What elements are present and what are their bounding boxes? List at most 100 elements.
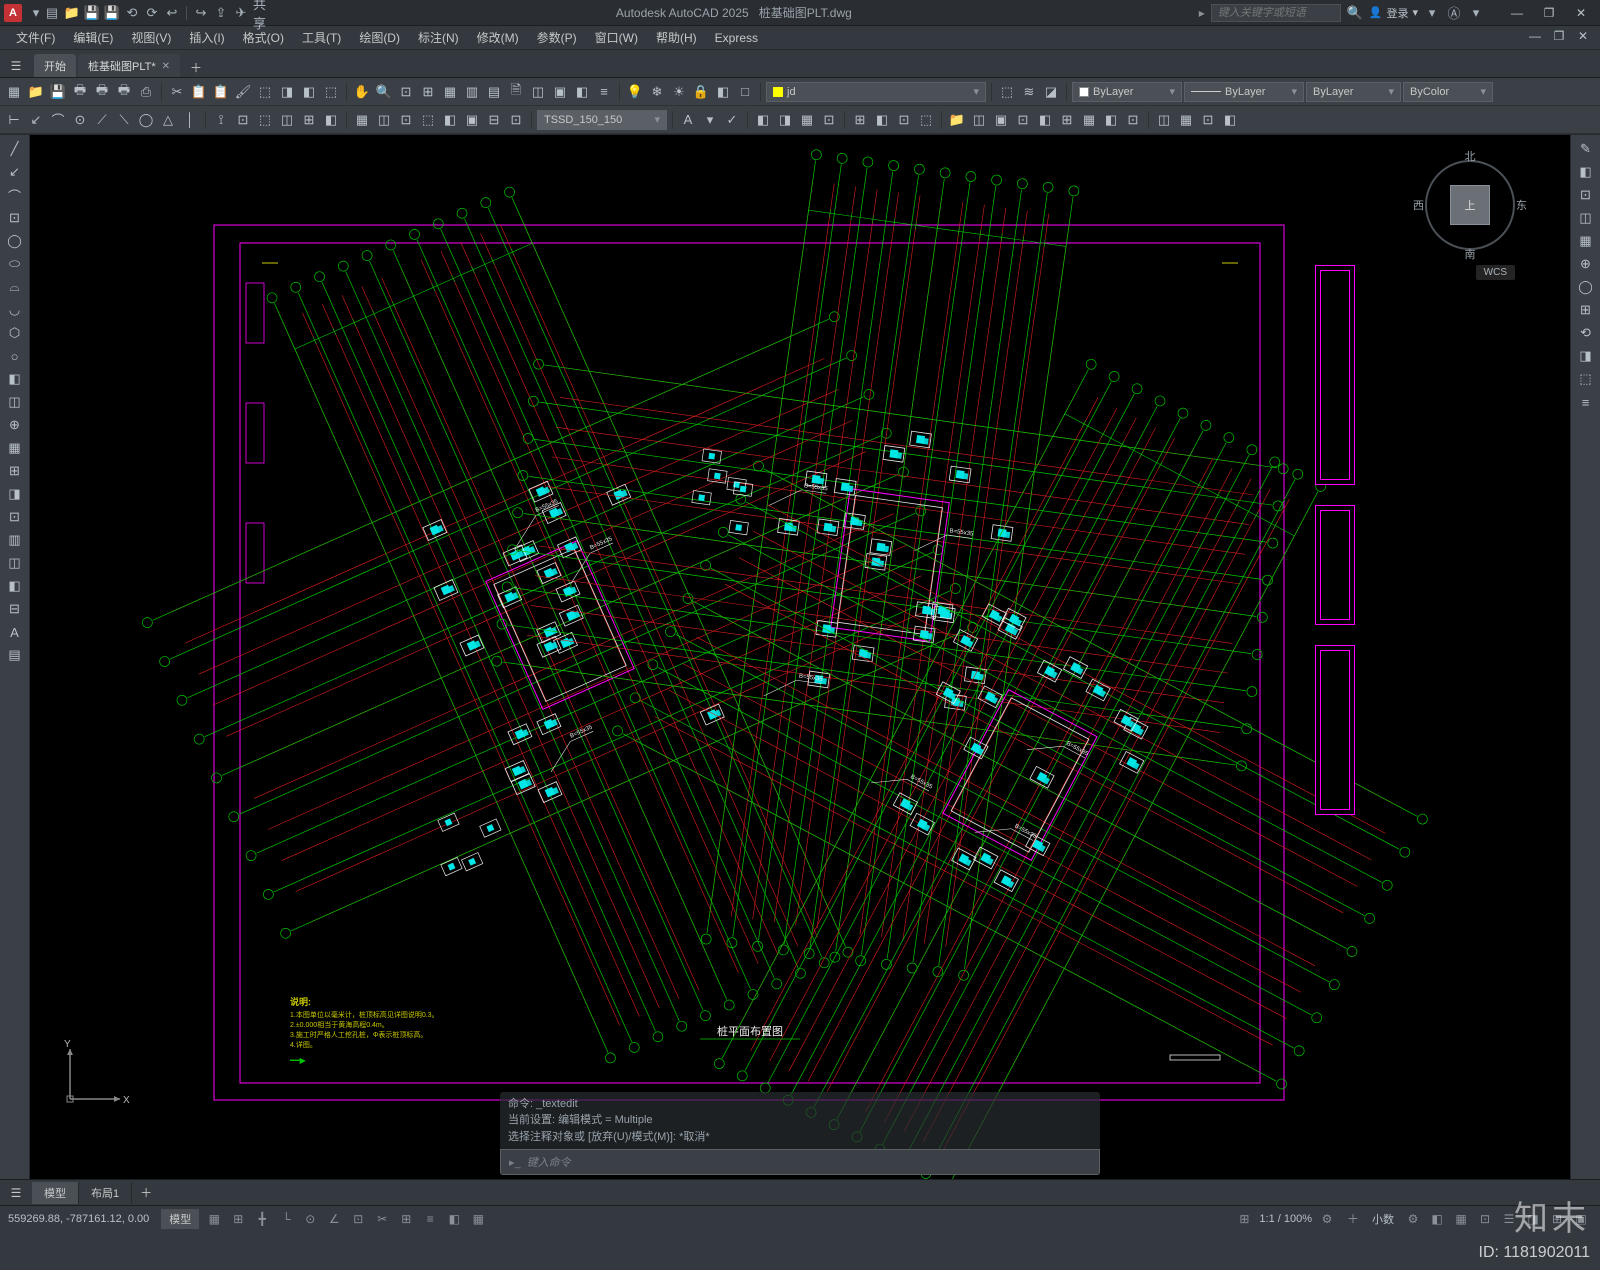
rb1-icons_b-0[interactable]: ✂	[167, 82, 187, 102]
rb2-icons_a-1[interactable]: ↙	[26, 110, 46, 130]
status-right-icon-4[interactable]: ☰	[1498, 1209, 1520, 1229]
wcs-badge[interactable]: WCS	[1476, 265, 1515, 280]
right-tool-7[interactable]: ⊞	[1575, 300, 1597, 320]
menu-Express[interactable]: Express	[707, 28, 766, 48]
menu-编辑[interactable]: 编辑(E)	[65, 26, 121, 49]
rb1-icons_a-0[interactable]: ▦	[4, 82, 24, 102]
left-tool-8[interactable]: ⬡	[4, 323, 26, 343]
search-icon[interactable]: 🔍	[1347, 5, 1363, 21]
rb1-icons_c-11[interactable]: ≡	[594, 82, 614, 102]
rb2-icons_a-7[interactable]: △	[158, 110, 178, 130]
left-tool-16[interactable]: ⊡	[4, 507, 26, 527]
left-tool-22[interactable]: ▤	[4, 645, 26, 665]
status-model-badge[interactable]: 模型	[161, 1209, 199, 1229]
dropdown-icon[interactable]: ▾	[1468, 5, 1484, 21]
rb1-icons_c-4[interactable]: ▦	[440, 82, 460, 102]
qat-icon-1[interactable]: 📁	[64, 5, 80, 21]
rb1-icons_d-5[interactable]: □	[735, 82, 755, 102]
rb2-icons_e-3[interactable]: ⊡	[819, 110, 839, 130]
prop-prop_color[interactable]: ByColor▾	[1403, 82, 1493, 102]
view-cube[interactable]: 上 北 南 东 西	[1420, 155, 1520, 255]
status-right-icon-0[interactable]: ⚙	[1402, 1209, 1424, 1229]
right-tool-10[interactable]: ⬚	[1575, 369, 1597, 389]
right-tool-8[interactable]: ⟲	[1575, 323, 1597, 343]
sign-in-button[interactable]: 👤 登录 ▾	[1369, 5, 1418, 21]
qat-icon-7[interactable]: ↪	[193, 5, 209, 21]
right-tool-3[interactable]: ◫	[1575, 208, 1597, 228]
viewcube-top-face[interactable]: 上	[1450, 185, 1490, 225]
rb1-icons_c-8[interactable]: ◫	[528, 82, 548, 102]
start-menu-button[interactable]: ☰	[4, 55, 28, 77]
scale-icon[interactable]: ⊞	[1233, 1209, 1255, 1229]
qat-icon-0[interactable]: ▤	[44, 5, 60, 21]
rb2-icons_g-3[interactable]: ⊡	[1013, 110, 1033, 130]
layout-tab-model[interactable]: 模型	[32, 1182, 79, 1204]
rb2-icons_b-3[interactable]: ◫	[277, 110, 297, 130]
rb2-icons_b-2[interactable]: ⬚	[255, 110, 275, 130]
rb1-e-0[interactable]: ⬚	[997, 82, 1017, 102]
rb1-icons_c-5[interactable]: ▥	[462, 82, 482, 102]
right-tool-9[interactable]: ◨	[1575, 346, 1597, 366]
rb2-icons_e-2[interactable]: ▦	[797, 110, 817, 130]
rb2-icons_b-4[interactable]: ⊞	[299, 110, 319, 130]
layer-dropdown[interactable]: jd▾	[766, 82, 986, 102]
tab-close-icon[interactable]: ✕	[162, 61, 170, 72]
rb1-e-2[interactable]: ◪	[1041, 82, 1061, 102]
qat-menu-arrow[interactable]: ▾	[28, 5, 44, 21]
rb2-icons_e-1[interactable]: ◨	[775, 110, 795, 130]
rb1-icons_b-5[interactable]: ◨	[277, 82, 297, 102]
status-units[interactable]: 小数	[1372, 1211, 1394, 1227]
rb1-icons_d-2[interactable]: ☀	[669, 82, 689, 102]
left-tool-14[interactable]: ⊞	[4, 461, 26, 481]
status-icon-5[interactable]: ∠	[323, 1209, 345, 1229]
left-tool-20[interactable]: ⊟	[4, 599, 26, 619]
rb2-icons_a-6[interactable]: ◯	[136, 110, 156, 130]
rb2-icons_c-6[interactable]: ⊟	[484, 110, 504, 130]
rb2-icons_g-1[interactable]: ◫	[969, 110, 989, 130]
left-tool-5[interactable]: ⬭	[4, 254, 26, 274]
status-icon-2[interactable]: ╋	[251, 1209, 273, 1229]
right-tool-2[interactable]: ⊡	[1575, 185, 1597, 205]
left-tool-15[interactable]: ◨	[4, 484, 26, 504]
rb1-icons_d-4[interactable]: ◧	[713, 82, 733, 102]
rb1-icons_c-10[interactable]: ◧	[572, 82, 592, 102]
rb2-icons_g-7[interactable]: ◧	[1101, 110, 1121, 130]
rb2-icons_d-1[interactable]: ▾	[700, 110, 720, 130]
status-right-icon-7[interactable]: ▣	[1570, 1209, 1592, 1229]
rb2-icons_h-3[interactable]: ◧	[1220, 110, 1240, 130]
status-icon-9[interactable]: ≡	[419, 1209, 441, 1229]
qat-icon-5[interactable]: ⟳	[144, 5, 160, 21]
drawing-canvas[interactable]: B=55x35B=55x35B=55x35B=55x35B=55x35B=55x…	[30, 135, 1570, 1179]
rb1-icons_b-2[interactable]: 📋	[211, 82, 231, 102]
rb1-icons_a-6[interactable]: ⎙	[136, 82, 156, 102]
layout-menu-button[interactable]: ☰	[4, 1182, 28, 1204]
viewcube-east[interactable]: 东	[1516, 197, 1527, 213]
qat-icon-10[interactable]: 共享	[253, 5, 269, 21]
rb1-icons_b-4[interactable]: ⬚	[255, 82, 275, 102]
rb2-icons_f-1[interactable]: ◧	[872, 110, 892, 130]
rb2-icons_h-2[interactable]: ⊡	[1198, 110, 1218, 130]
rb2-icons_a-5[interactable]: ⟍	[114, 110, 134, 130]
menu-插入[interactable]: 插入(I)	[181, 26, 232, 49]
qat-icon-9[interactable]: ✈	[233, 5, 249, 21]
rb2-icons_g-6[interactable]: ▦	[1079, 110, 1099, 130]
command-input[interactable]: ▸_ 键入命令	[500, 1149, 1100, 1175]
maximize-button[interactable]: ❐	[1534, 3, 1564, 23]
rb2-icons_a-3[interactable]: ⊙	[70, 110, 90, 130]
status-right-icon-2[interactable]: ▦	[1450, 1209, 1472, 1229]
qat-icon-3[interactable]: 💾	[104, 5, 120, 21]
status-icon-10[interactable]: ◧	[443, 1209, 465, 1229]
menu-修改[interactable]: 修改(M)	[469, 26, 527, 49]
status-icon-11[interactable]: ▦	[467, 1209, 489, 1229]
rb2-icons_f-0[interactable]: ⊞	[850, 110, 870, 130]
app-a-icon[interactable]: Ⓐ	[1446, 5, 1462, 21]
rb2-icons_a-8[interactable]: │	[180, 110, 200, 130]
layout-tab-layout1[interactable]: 布局1	[79, 1182, 132, 1204]
rb2-icons_g-8[interactable]: ⊡	[1123, 110, 1143, 130]
status-icon-0[interactable]: ▦	[203, 1209, 225, 1229]
menu-工具[interactable]: 工具(T)	[294, 26, 349, 49]
viewcube-west[interactable]: 西	[1413, 197, 1424, 213]
rb1-icons_a-4[interactable]: 🖶	[92, 82, 112, 102]
rb1-icons_b-6[interactable]: ◧	[299, 82, 319, 102]
status-icon-8[interactable]: ⊞	[395, 1209, 417, 1229]
